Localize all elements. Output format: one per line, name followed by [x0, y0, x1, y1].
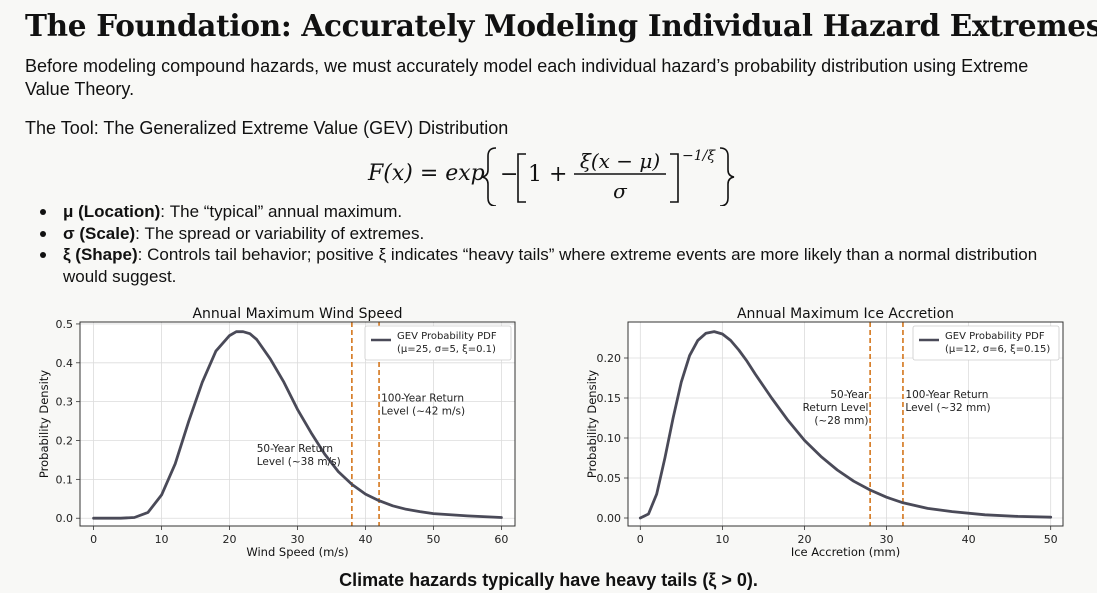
- legend-label: GEV Probability PDF: [945, 331, 1045, 342]
- y-tick-label: 0.1: [56, 473, 74, 486]
- parameter-list: μ (Location): The “typical” annual maxim…: [25, 201, 1075, 287]
- return-level-label: 100-Year Return: [905, 389, 988, 401]
- plot-frame: [627, 321, 1064, 527]
- chart-title: Annual Maximum Wind Speed: [192, 306, 402, 322]
- return-level-label: 50-Year: [830, 389, 869, 401]
- formula-exponent: −1/ξ: [682, 148, 716, 164]
- x-tick-label: 50: [426, 533, 440, 546]
- tool-heading: The Tool: The Generalized Extreme Value …: [25, 118, 509, 138]
- legend-box: [912, 325, 1060, 361]
- x-tick-label: 20: [223, 533, 237, 546]
- pdf-curve: [638, 330, 1053, 520]
- legend-params: (μ=25, σ=5, ξ=0.1): [397, 344, 496, 355]
- return-level-label: Return Level: [803, 402, 869, 414]
- formula-one-plus: 1 +: [528, 162, 567, 187]
- chart-title: Annual Maximum Ice Accretion: [737, 306, 954, 322]
- bullet-desc: : Controls tail behavior; positive ξ ind…: [63, 245, 1038, 286]
- formula-brace-left: [481, 147, 497, 206]
- return-level-label: 50-Year Return: [257, 443, 333, 455]
- x-tick-label: 0: [637, 533, 644, 546]
- pdf-curve: [92, 330, 503, 520]
- bullet-scale: σ (Scale): The spread or variability of …: [25, 223, 1075, 245]
- intro-text: Before modeling compound hazards, we mus…: [25, 56, 1029, 99]
- y-tick-label: 0.20: [597, 352, 622, 365]
- x-tick-label: 10: [715, 533, 729, 546]
- formula-denominator: σ: [613, 179, 628, 203]
- page-title: The Foundation: Accurately Modeling Indi…: [25, 8, 1097, 43]
- y-tick-label: 0.05: [597, 472, 622, 485]
- formula-numerator: ξ(x − μ): [580, 149, 660, 173]
- y-tick-label: 0.15: [597, 392, 622, 405]
- legend-params: (μ=12, σ=6, ξ=0.15): [945, 344, 1050, 355]
- bullet-term: ξ (Shape): [63, 245, 138, 264]
- return-level-label: 100-Year Return: [381, 393, 464, 405]
- y-tick-label: 0.10: [597, 432, 622, 445]
- y-tick-label: 0.4: [56, 357, 74, 370]
- bullet-desc: : The spread or variability of extremes.: [135, 223, 425, 243]
- legend-box: [364, 325, 512, 361]
- bullet-shape: ξ (Shape): Controls tail behavior; posit…: [25, 244, 1075, 287]
- formula-minus: −: [500, 162, 518, 187]
- y-tick-label: 0.3: [56, 396, 74, 409]
- plot-frame: [79, 321, 516, 527]
- legend-label: GEV Probability PDF: [397, 331, 497, 342]
- x-tick-label: 50: [1044, 533, 1058, 546]
- x-tick-label: 0: [90, 533, 97, 546]
- x-tick-label: 60: [494, 533, 508, 546]
- bullet-term: μ (Location): [63, 202, 161, 221]
- gev-formula: F(x) = exp − 1 + ξ(x − μ) σ −1/ξ: [367, 147, 735, 206]
- formula-brace-right: [719, 147, 735, 206]
- y-axis-label: Probability Density: [585, 370, 599, 478]
- return-level-label: Level (~42 m/s): [381, 406, 465, 418]
- footer-note: Climate hazards typically have heavy tai…: [339, 570, 758, 590]
- y-tick-label: 0.2: [56, 435, 74, 448]
- bullet-term: σ (Scale): [63, 223, 136, 243]
- x-axis-label: Wind Speed (m/s): [246, 545, 348, 559]
- y-axis-label: Probability Density: [37, 370, 51, 478]
- x-axis-label: Ice Accretion (mm): [791, 545, 900, 559]
- x-tick-label: 30: [291, 533, 305, 546]
- x-tick-label: 40: [962, 533, 976, 546]
- bullet-desc: : The “typical” annual maximum.: [160, 202, 403, 221]
- y-tick-label: 0.00: [597, 512, 622, 525]
- formula-bracket-right: [670, 153, 679, 203]
- chart-ice-accretion: 0 10 20 30 40 50 0.00 0.05 0.10 0.15 0.20 50-YearRe…: [585, 306, 1064, 559]
- x-tick-label: 30: [880, 533, 894, 546]
- formula-bracket-left: [517, 153, 526, 203]
- x-tick-label: 10: [155, 533, 169, 546]
- y-tick-label: 0.0: [56, 512, 74, 525]
- x-tick-label: 40: [358, 533, 372, 546]
- chart-wind-speed: 0 10 20 30 40 50 60 0.0 0.1 0.2 0.3 0.4 0.5 50-Year R…: [37, 306, 516, 559]
- return-level-label: Level (~38 m/s): [257, 456, 341, 468]
- return-level-label: Level (~32 mm): [905, 402, 990, 414]
- x-tick-label: 20: [797, 533, 811, 546]
- formula-lhs: F(x) = exp: [367, 161, 485, 186]
- bullet-location: μ (Location): The “typical” annual maxim…: [25, 201, 1075, 223]
- y-tick-label: 0.5: [56, 318, 74, 331]
- return-level-label: (~28 mm): [814, 415, 868, 427]
